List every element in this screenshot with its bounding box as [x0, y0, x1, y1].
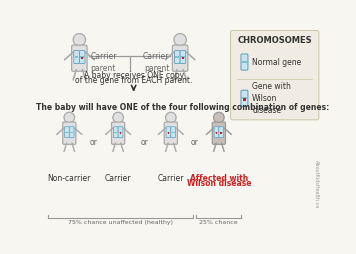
Bar — [167, 132, 170, 133]
Bar — [182, 57, 184, 59]
Text: of the gene from EACH parent.: of the gene from EACH parent. — [75, 76, 192, 85]
FancyBboxPatch shape — [64, 127, 69, 138]
Bar — [80, 56, 84, 58]
FancyBboxPatch shape — [212, 122, 225, 144]
FancyBboxPatch shape — [63, 122, 76, 144]
Text: or: or — [90, 138, 98, 147]
FancyBboxPatch shape — [164, 122, 177, 144]
Text: Gene with
Wilson
disease: Gene with Wilson disease — [252, 82, 291, 115]
FancyBboxPatch shape — [72, 45, 87, 71]
Bar — [220, 132, 222, 134]
FancyBboxPatch shape — [174, 51, 180, 64]
FancyBboxPatch shape — [180, 51, 186, 64]
Bar — [215, 132, 218, 133]
Bar — [216, 132, 218, 134]
Bar — [120, 132, 121, 134]
FancyBboxPatch shape — [219, 127, 224, 138]
FancyBboxPatch shape — [166, 127, 171, 138]
Text: 75% chance unaffected (healthy): 75% chance unaffected (healthy) — [68, 220, 173, 225]
Text: or: or — [141, 138, 148, 147]
Bar — [176, 56, 179, 58]
FancyBboxPatch shape — [79, 51, 85, 64]
Text: Wilson disease: Wilson disease — [187, 179, 251, 188]
Bar — [119, 132, 122, 133]
FancyBboxPatch shape — [172, 45, 188, 71]
Bar — [242, 61, 247, 63]
Bar — [75, 56, 78, 58]
Bar — [66, 132, 68, 133]
Text: Non-carrier: Non-carrier — [48, 174, 91, 183]
Text: 25% chance: 25% chance — [199, 220, 237, 225]
FancyBboxPatch shape — [241, 54, 248, 70]
FancyBboxPatch shape — [69, 127, 74, 138]
FancyBboxPatch shape — [111, 122, 125, 144]
Text: Carrier: Carrier — [158, 174, 184, 183]
Bar — [114, 132, 117, 133]
Bar — [181, 56, 185, 58]
Circle shape — [174, 34, 186, 46]
Bar — [172, 132, 175, 133]
Bar — [242, 97, 247, 99]
Bar — [81, 57, 83, 59]
Circle shape — [113, 112, 124, 123]
Text: CHROMOSOMES: CHROMOSOMES — [237, 36, 312, 45]
Circle shape — [166, 112, 176, 123]
Text: The baby will have ONE of the four following combination of genes:: The baby will have ONE of the four follo… — [36, 103, 329, 112]
Text: Normal gene: Normal gene — [252, 58, 302, 67]
Text: A baby receives ONE copy: A baby receives ONE copy — [84, 71, 184, 80]
Bar — [220, 132, 223, 133]
Text: AboutKidsHealth.ca: AboutKidsHealth.ca — [314, 160, 319, 209]
Circle shape — [214, 112, 224, 123]
FancyBboxPatch shape — [241, 90, 248, 106]
Circle shape — [73, 34, 85, 46]
Text: Affected with: Affected with — [190, 174, 248, 183]
FancyBboxPatch shape — [171, 127, 176, 138]
FancyBboxPatch shape — [214, 127, 219, 138]
Bar — [168, 132, 169, 134]
FancyBboxPatch shape — [113, 127, 118, 138]
Circle shape — [64, 112, 74, 123]
FancyBboxPatch shape — [118, 127, 123, 138]
Text: Carrier
parent: Carrier parent — [90, 52, 117, 73]
Text: Carrier
parent: Carrier parent — [143, 52, 169, 73]
Bar — [70, 132, 73, 133]
FancyBboxPatch shape — [230, 30, 319, 120]
Text: or: or — [191, 138, 199, 147]
Text: Carrier: Carrier — [105, 174, 131, 183]
Bar — [243, 99, 246, 101]
FancyBboxPatch shape — [74, 51, 79, 64]
